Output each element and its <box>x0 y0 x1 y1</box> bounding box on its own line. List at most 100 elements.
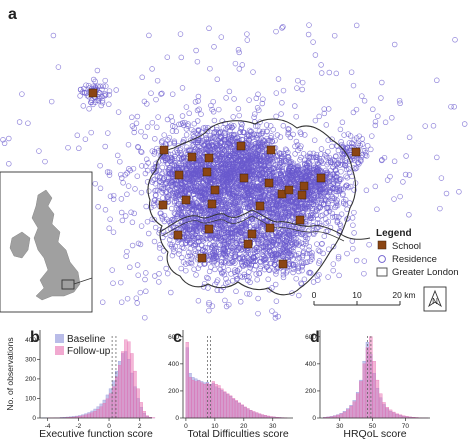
residence-point <box>6 161 11 166</box>
residence-point <box>129 210 134 215</box>
histogram-bar <box>140 402 143 418</box>
residence-point <box>165 55 170 60</box>
school-marker <box>300 182 308 190</box>
residence-point <box>208 66 213 71</box>
residence-point <box>130 243 135 248</box>
residence-point <box>165 271 170 276</box>
residence-point <box>208 265 213 270</box>
residence-point <box>307 23 312 28</box>
residence-point <box>179 55 184 60</box>
residence-point <box>385 178 390 183</box>
residence-point <box>293 152 298 157</box>
north-arrow-icon: N <box>424 287 446 311</box>
histogram-bar <box>118 365 121 418</box>
y-tick-label: 200 <box>25 376 36 383</box>
residence-point <box>339 139 344 144</box>
residence-point <box>184 133 189 138</box>
residence-point <box>106 102 111 107</box>
residence-point <box>359 94 364 99</box>
residence-point <box>93 181 98 186</box>
residence-point <box>327 70 332 75</box>
residence-point <box>140 75 145 80</box>
residence-point <box>37 149 42 154</box>
residence-point <box>349 70 354 75</box>
residence-point <box>324 123 329 128</box>
residence-point <box>136 273 141 278</box>
scale-tick-0: 0 <box>312 290 317 300</box>
residence-point <box>431 123 436 128</box>
x-axis-label: Total Difficulties score <box>187 428 289 440</box>
residence-point <box>300 87 305 92</box>
residence-point <box>231 115 236 120</box>
residence-point <box>373 123 378 128</box>
histogram-bar <box>221 389 224 418</box>
residence-point <box>322 234 327 239</box>
residence-point <box>156 280 161 285</box>
residence-point <box>181 246 186 251</box>
residence-point <box>255 277 260 282</box>
residence-point <box>195 59 200 64</box>
school-marker <box>175 171 183 179</box>
residence-point <box>183 268 188 273</box>
histogram-bar <box>232 398 235 418</box>
residence-point <box>462 122 467 127</box>
residence-point <box>111 197 116 202</box>
school-marker <box>240 174 248 182</box>
residence-point <box>207 26 212 31</box>
residence-point <box>256 92 261 97</box>
residence-point <box>247 98 252 103</box>
residence-point <box>317 114 322 119</box>
residence-point <box>146 189 151 194</box>
residence-point <box>306 229 311 234</box>
scale-tick-20: 20 km <box>392 290 415 300</box>
residence-point <box>236 106 241 111</box>
residence-point <box>219 35 224 40</box>
y-tick-label: 400 <box>25 337 36 344</box>
residence-point <box>350 246 355 251</box>
residence-point <box>139 190 144 195</box>
histogram-bar <box>192 380 195 418</box>
residence-point <box>100 300 105 305</box>
residence-point <box>125 192 130 197</box>
histogram-bar <box>103 403 106 418</box>
residence-point <box>142 315 147 320</box>
residence-point <box>160 165 165 170</box>
legend-greater-london-label: Greater London <box>392 267 459 278</box>
residence-point <box>294 114 299 119</box>
school-marker <box>317 174 325 182</box>
residence-point <box>340 120 345 125</box>
legend-residence-swatch <box>379 256 386 263</box>
histogram-bar <box>261 415 264 418</box>
residence-point <box>350 216 355 221</box>
residence-point <box>291 270 296 275</box>
residence-point <box>196 94 201 99</box>
residence-point <box>121 180 126 185</box>
residence-point <box>237 67 242 72</box>
panel-label-a: a <box>8 6 17 23</box>
residence-point <box>344 174 349 179</box>
residence-point <box>130 220 135 225</box>
residence-point <box>164 266 169 271</box>
residence-point <box>398 194 403 199</box>
histogram-bar <box>258 414 261 418</box>
school-marker <box>285 186 293 194</box>
residence-point <box>199 112 204 117</box>
residence-point <box>438 206 443 211</box>
legend-greater-london-swatch <box>377 268 387 276</box>
residence-point <box>232 97 237 102</box>
histogram-bar <box>121 352 124 418</box>
scale-bar: 0 10 20 km <box>312 290 416 305</box>
residence-point <box>388 174 393 179</box>
residence-point <box>367 242 372 247</box>
residence-point <box>252 112 257 117</box>
school-marker <box>211 186 219 194</box>
residence-point <box>407 212 412 217</box>
residence-point <box>145 125 150 130</box>
residence-point <box>152 239 157 244</box>
residence-point <box>116 110 121 115</box>
school-marker <box>203 168 211 176</box>
y-tick-label: 0 <box>175 415 179 422</box>
residence-point <box>226 268 231 273</box>
residence-point <box>156 115 161 120</box>
